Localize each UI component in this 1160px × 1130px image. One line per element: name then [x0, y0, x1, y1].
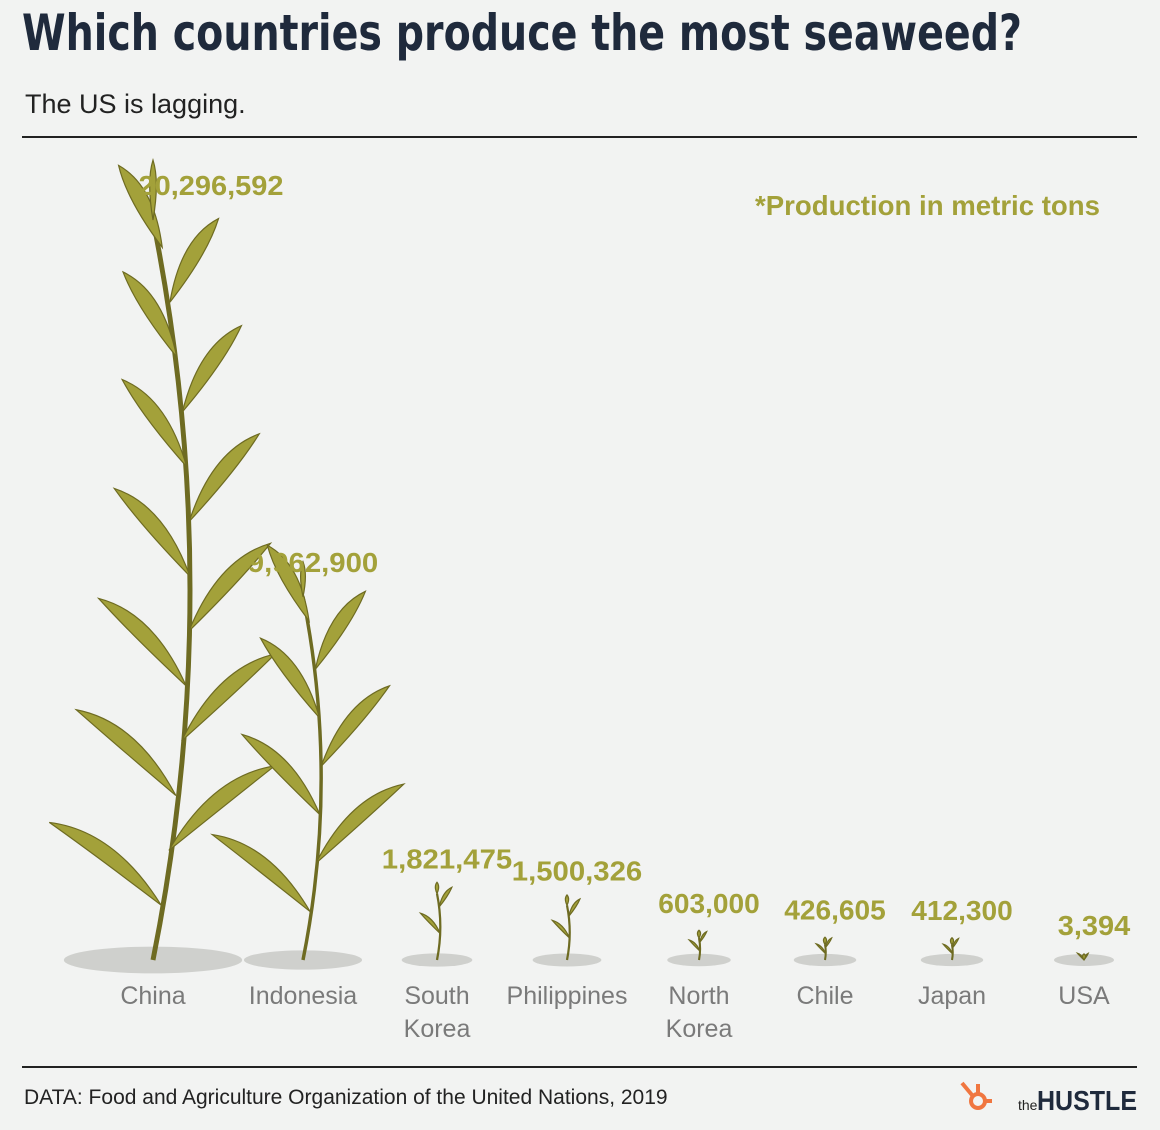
category-label: North Korea [665, 982, 733, 1043]
leaf [188, 432, 261, 522]
seaweed [687, 929, 708, 961]
leaf [696, 929, 702, 940]
leaf [188, 542, 273, 632]
leaf [96, 597, 187, 687]
value-label: 1,500,326 [512, 855, 643, 886]
subtitle: The US is lagging. [25, 89, 246, 119]
category-label: Japan [917, 982, 987, 1010]
seaweed [550, 894, 582, 961]
leaf [1081, 953, 1087, 961]
leaf [438, 886, 453, 908]
value-label: 603,000 [658, 888, 760, 919]
category-label: Indonesia [248, 982, 358, 1010]
seaweed [48, 158, 278, 961]
leaf [48, 821, 162, 906]
leaf [699, 930, 708, 943]
category-label: Chile [796, 982, 854, 1010]
stem [565, 905, 571, 961]
value-label: 426,605 [784, 894, 886, 925]
leaf [117, 164, 164, 250]
seaweed [814, 936, 833, 961]
seaweed [941, 936, 960, 961]
value-label: 3,394 [1058, 910, 1131, 941]
leaf [112, 487, 191, 577]
seaweed [1075, 952, 1090, 961]
leaf [687, 938, 701, 952]
brand: HUSTLE [1037, 1085, 1137, 1116]
leaf [434, 881, 440, 896]
stem [301, 596, 323, 961]
leaf [418, 912, 441, 934]
value-label: 20,296,592 [139, 170, 284, 201]
leaf [181, 324, 243, 413]
value-label: 9,962,900 [248, 547, 379, 578]
leaf [149, 158, 157, 221]
stem [435, 893, 442, 961]
leaf [315, 783, 406, 864]
leaf [120, 378, 188, 468]
leaf [210, 833, 311, 913]
value-label: 1,821,475 [382, 844, 513, 875]
title: Which countries produce the most seaweed… [22, 4, 1022, 62]
category-label: Philippines [506, 982, 628, 1010]
category-label: USA [1058, 982, 1110, 1010]
leaf [951, 937, 960, 949]
leaf [314, 590, 367, 670]
stem [950, 944, 954, 961]
leaf [181, 652, 278, 742]
leaf [824, 936, 833, 948]
stem [823, 944, 827, 961]
leaf [814, 942, 827, 955]
stem [697, 937, 702, 961]
seaweed [210, 544, 406, 961]
leaf [564, 894, 570, 907]
leaf [568, 897, 582, 917]
leaf [550, 919, 571, 939]
note: *Production in metric tons [755, 190, 1100, 221]
stem [150, 219, 193, 961]
leaf [299, 560, 307, 597]
leaf [121, 270, 178, 358]
leaf [949, 936, 955, 947]
leaf [941, 943, 954, 955]
leaf [74, 708, 177, 797]
category-label: China [120, 982, 186, 1010]
leaf [822, 936, 828, 946]
brand-small: the [1018, 1097, 1038, 1113]
source: DATA: Food and Agriculture Organization … [24, 1086, 668, 1109]
category-label: South Korea [403, 982, 471, 1043]
leaf [320, 684, 391, 767]
seaweed [418, 881, 453, 961]
value-label: 412,300 [911, 895, 1013, 926]
leaf [259, 636, 321, 719]
leaf [240, 733, 321, 816]
leaf [169, 217, 220, 303]
logo-icon [960, 1081, 992, 1110]
